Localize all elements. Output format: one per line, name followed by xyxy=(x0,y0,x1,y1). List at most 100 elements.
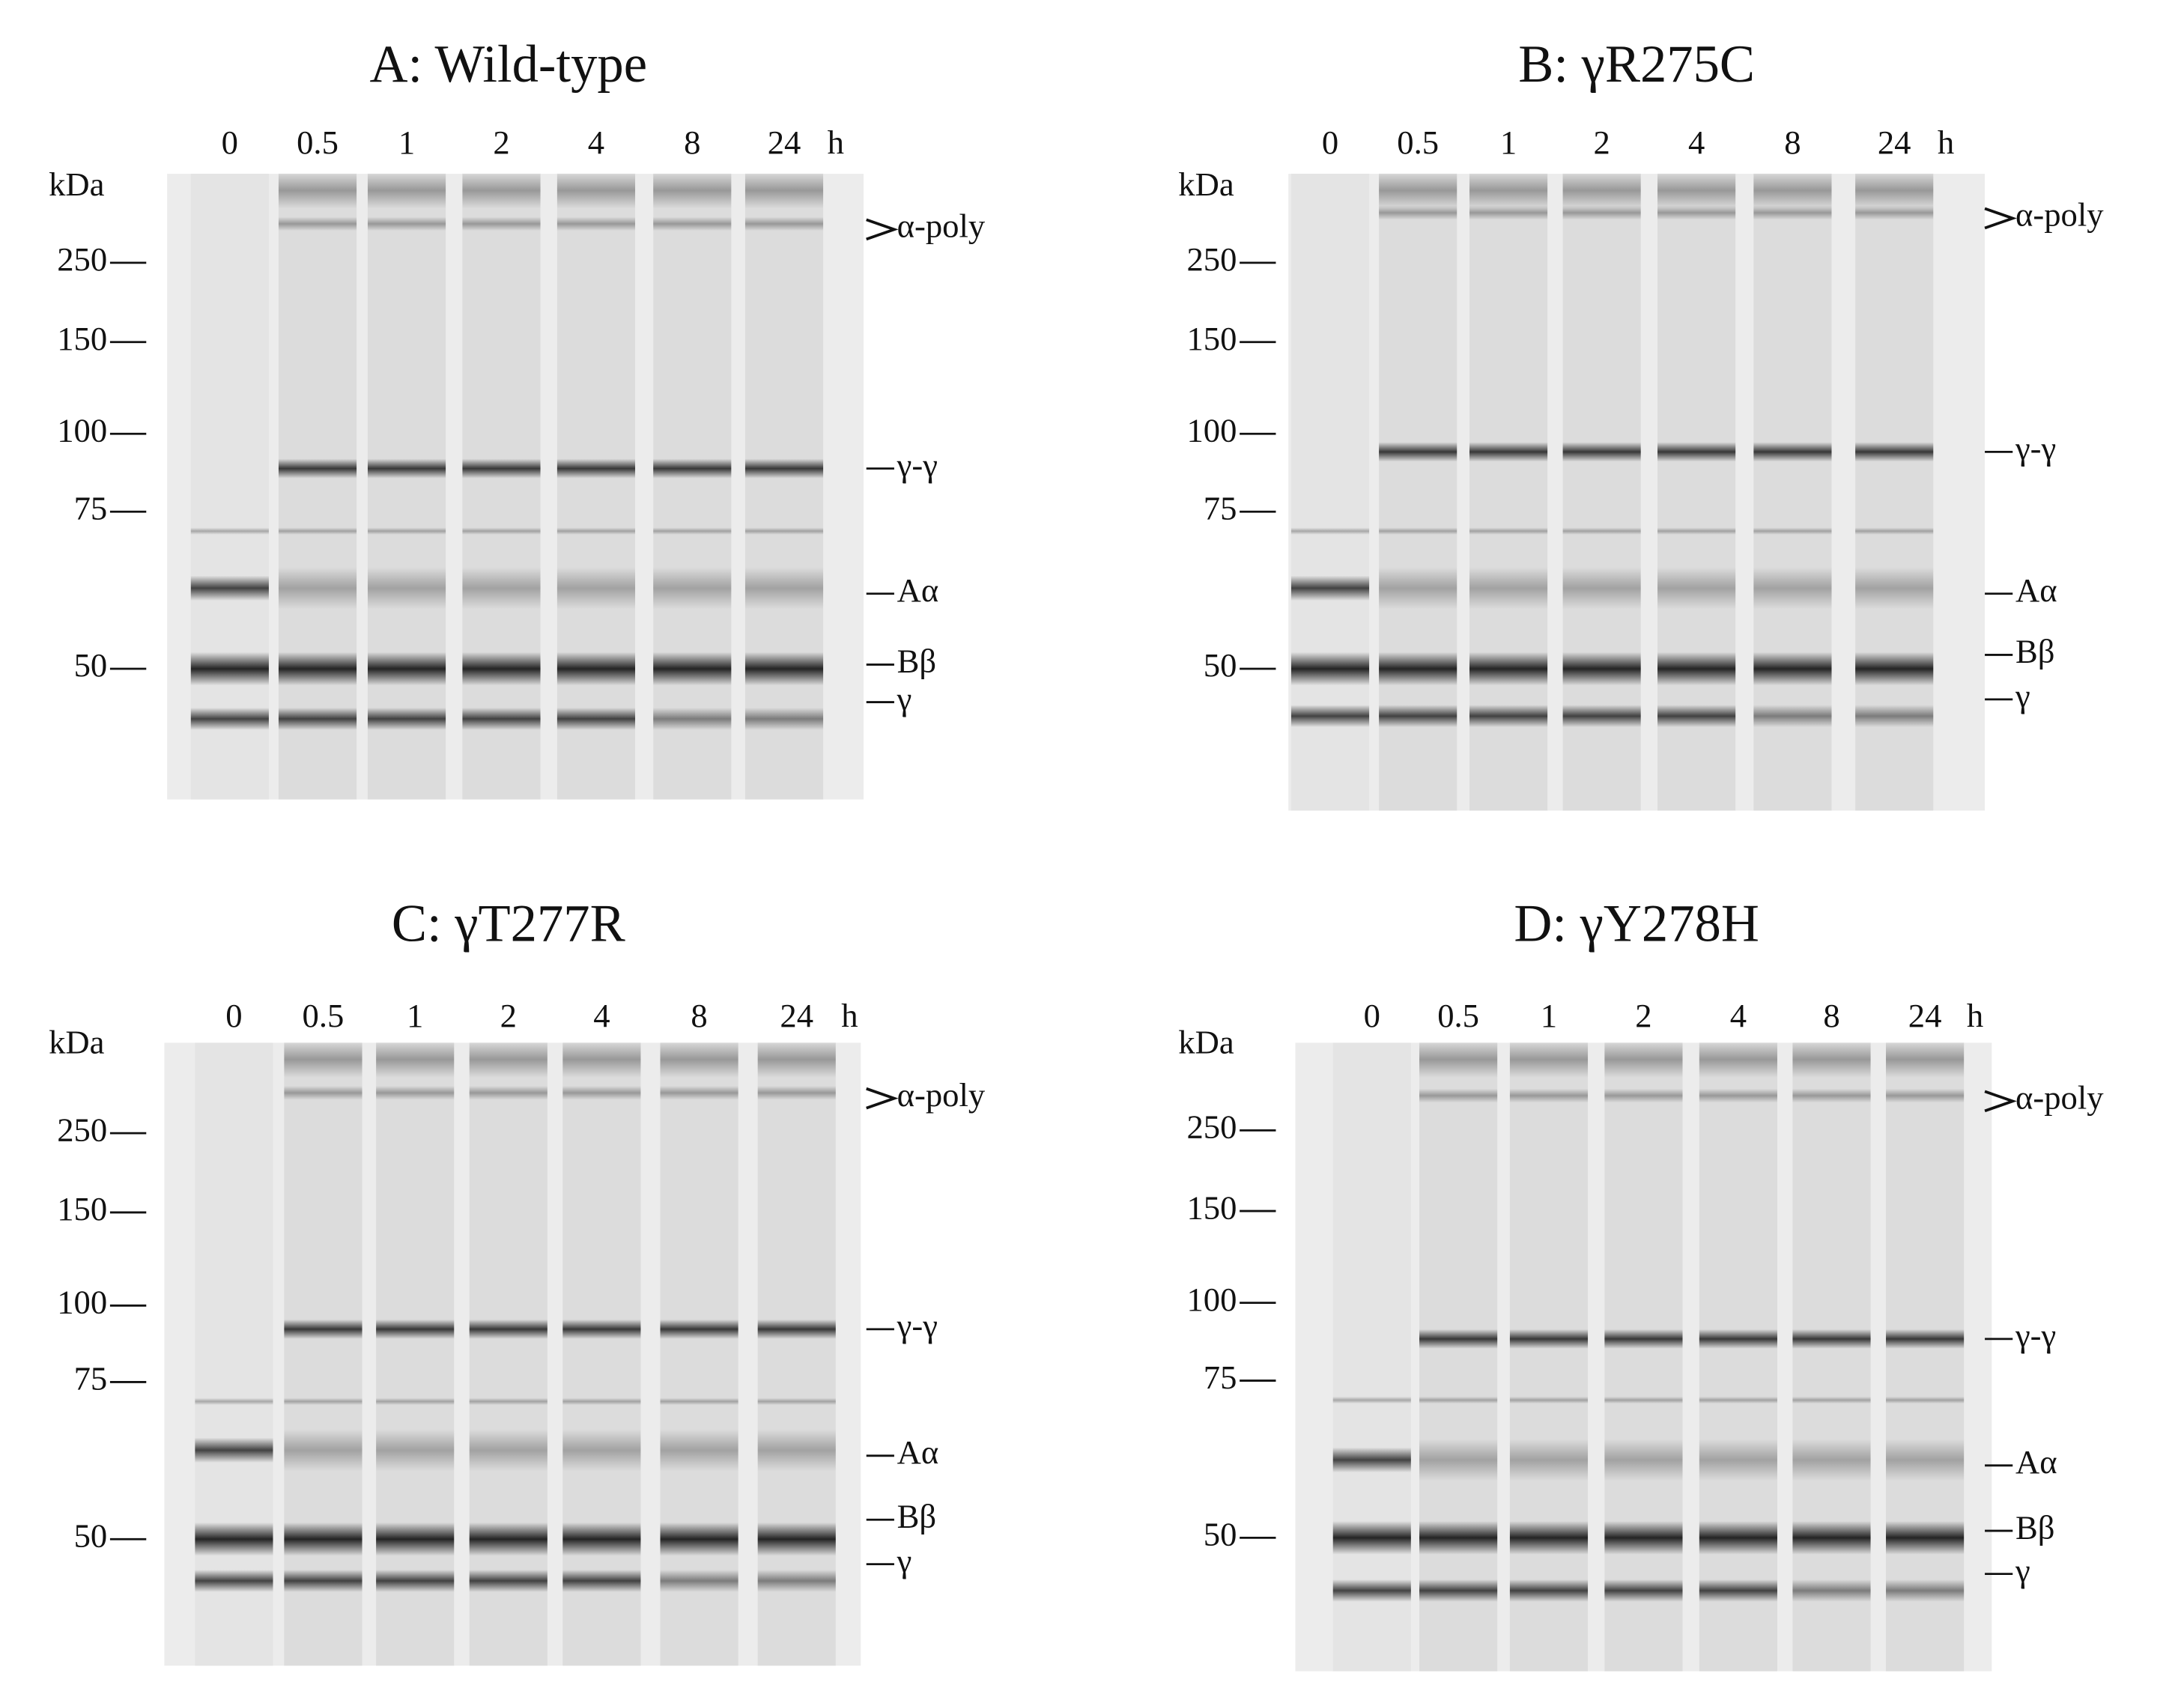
lane-label: 4 xyxy=(1688,124,1705,161)
lane xyxy=(562,1042,641,1666)
gel-band xyxy=(469,1041,547,1078)
gel-band xyxy=(462,652,541,686)
marker-label: 250 xyxy=(57,1111,107,1148)
gel-band xyxy=(190,575,269,601)
band-label: γ-γ xyxy=(897,1307,938,1344)
lane-label: 24 xyxy=(768,124,801,161)
gel-band xyxy=(284,1397,363,1406)
gel-band xyxy=(1699,1396,1777,1404)
gel-band xyxy=(757,1085,836,1100)
gel-band xyxy=(653,567,732,610)
gel-band xyxy=(1855,442,1934,462)
gel-band xyxy=(1562,172,1641,209)
lane xyxy=(1699,1042,1777,1672)
lane-label: 1 xyxy=(407,997,423,1034)
gel-band xyxy=(462,707,541,730)
gel-band xyxy=(1753,442,1832,462)
gel-band xyxy=(1562,205,1641,220)
gel-band xyxy=(653,172,732,209)
gel-band xyxy=(1792,1439,1871,1481)
time-unit: h xyxy=(1967,997,1983,1034)
marker-label: 50 xyxy=(1204,646,1237,684)
gel-band xyxy=(284,1429,363,1472)
gel-band xyxy=(744,527,824,535)
gel-band xyxy=(1886,1329,1965,1349)
gel-band xyxy=(653,458,732,479)
gel-band xyxy=(562,1319,641,1339)
gel-band xyxy=(744,172,824,209)
marker-label: 250 xyxy=(1186,240,1237,278)
lane-label: 24 xyxy=(1908,997,1942,1034)
band-label: α-poly xyxy=(897,1076,986,1114)
gel-band xyxy=(1886,1579,1965,1602)
lane-label: 0 xyxy=(1364,997,1380,1034)
gel-band xyxy=(660,1397,738,1406)
lane-label: 8 xyxy=(1784,124,1801,161)
band-label: Aα xyxy=(897,1433,939,1471)
gel-band xyxy=(556,172,636,209)
gel-band xyxy=(278,527,357,535)
gel-band xyxy=(1792,1088,1871,1103)
lane xyxy=(653,174,732,800)
lane xyxy=(757,1042,836,1666)
lane xyxy=(284,1042,363,1666)
gel-band xyxy=(660,1085,738,1100)
gel-band xyxy=(1562,567,1641,610)
gel-band xyxy=(1699,1088,1777,1103)
gel-band xyxy=(1753,172,1832,209)
gel-band xyxy=(1604,1329,1683,1349)
gel-band xyxy=(1753,652,1832,686)
gel-band xyxy=(653,652,732,686)
band-label: γ-γ xyxy=(2015,430,2056,467)
gel-band xyxy=(1604,1439,1683,1481)
gel-band xyxy=(462,172,541,209)
gel-band xyxy=(1562,442,1641,462)
gel-band xyxy=(1290,575,1370,601)
gel-band xyxy=(660,1041,738,1078)
gel-band xyxy=(195,1397,273,1406)
lane-label: 0.5 xyxy=(303,997,345,1034)
marker-label: 75 xyxy=(74,489,108,526)
gel-band xyxy=(1509,1439,1589,1481)
gel-band xyxy=(469,1319,547,1339)
gel-band xyxy=(1290,527,1370,535)
gel-band xyxy=(744,216,824,231)
gel-band xyxy=(744,707,824,730)
arrow xyxy=(1984,207,2017,230)
gel-band xyxy=(1379,527,1457,535)
band-label: γ xyxy=(2015,677,2030,714)
gel-band xyxy=(1419,1521,1498,1555)
gel-band xyxy=(1419,1088,1498,1103)
lane xyxy=(1509,1042,1589,1672)
gel-band xyxy=(278,172,357,209)
lane-label: 0.5 xyxy=(297,124,339,161)
arrow xyxy=(866,1087,899,1110)
lane xyxy=(1886,1042,1965,1672)
gel-band xyxy=(1657,652,1736,686)
lane xyxy=(1379,174,1457,811)
marker-label: 50 xyxy=(1204,1516,1237,1553)
gel-band xyxy=(284,1522,363,1556)
lane xyxy=(367,174,446,800)
gel-band xyxy=(367,707,446,730)
gel-band xyxy=(367,172,446,209)
marker-label: 100 xyxy=(57,1284,107,1321)
gel-band xyxy=(556,707,636,730)
lane xyxy=(1419,1042,1498,1672)
gel-band xyxy=(469,1397,547,1406)
lane-label: 0 xyxy=(225,997,242,1034)
gel-band xyxy=(376,1397,455,1406)
lane-label: 8 xyxy=(691,997,707,1034)
gel-band xyxy=(278,567,357,610)
axis-label: kDa xyxy=(1178,166,1234,203)
lane-label: 0.5 xyxy=(1437,997,1479,1034)
gel-band xyxy=(1855,705,1934,727)
gel-band xyxy=(376,1570,455,1592)
gel-band xyxy=(757,1429,836,1472)
gel-band xyxy=(367,527,446,535)
panel-title: D: γY278H xyxy=(1514,894,1759,953)
gel-band xyxy=(469,1570,547,1592)
gel-band xyxy=(1657,205,1736,220)
lane xyxy=(556,174,636,800)
gel-band xyxy=(1792,1329,1871,1349)
